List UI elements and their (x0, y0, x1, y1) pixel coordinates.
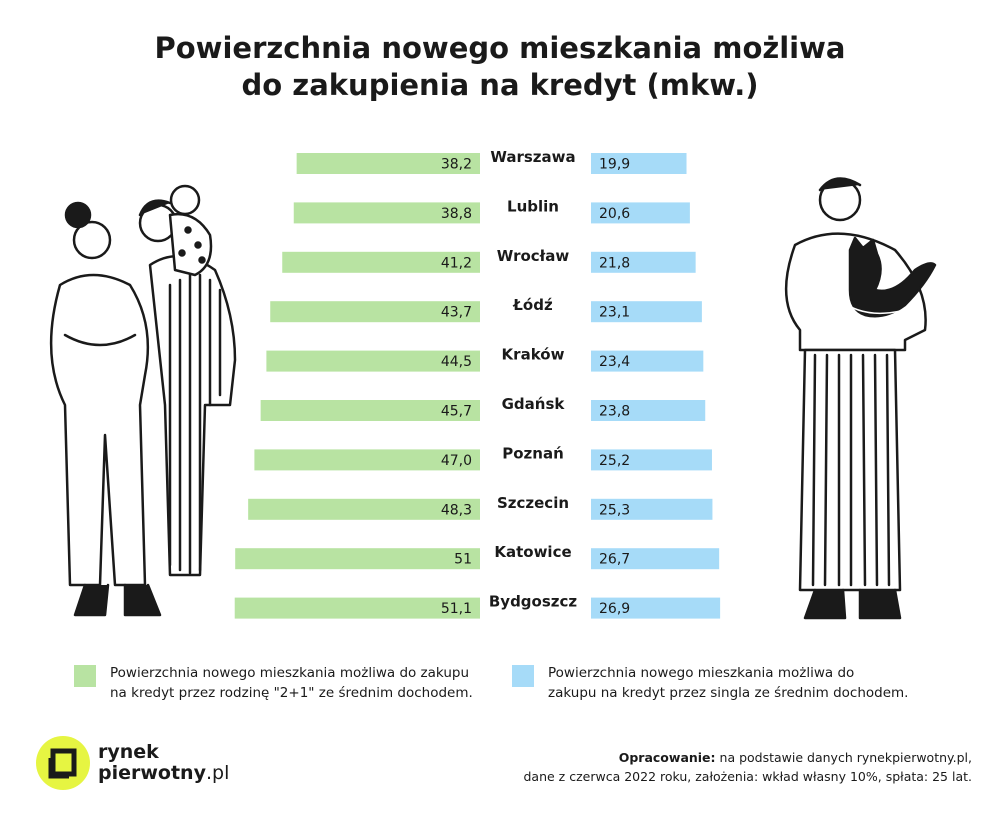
category-label: Łódź (512, 296, 553, 314)
bar-family (266, 350, 480, 372)
data-label-single: 25,2 (599, 453, 630, 469)
data-label-single: 26,7 (599, 552, 630, 568)
chart-title: Powierzchnia nowego mieszkania możliwa d… (0, 30, 1000, 104)
category-label: Poznań (502, 444, 564, 462)
diverging-bar-chart: 38,2 19,9 Warszawa 38,8 20,6 Lublin 41,2 21,8 Wr… (234, 148, 721, 619)
legend-label-family: Powierzchnia nowego mieszkania możliwa d… (110, 663, 473, 703)
legend-single-line-2: zakupu na kredyt przez singla ze średnim… (548, 685, 909, 701)
category-label: Kraków (502, 346, 565, 364)
bar-single (591, 400, 706, 421)
family-illustration (49, 184, 237, 617)
source-note: Opracowanie: na podstawie danych rynekpi… (524, 748, 973, 786)
data-label-single: 19,9 (599, 157, 630, 173)
data-label-single: 26,9 (599, 601, 630, 617)
bar-single (591, 449, 712, 471)
title-line-1: Powierzchnia nowego mieszkania możliwa (154, 31, 846, 65)
title-line-2: do zakupienia na kredyt (mkw.) (241, 68, 759, 102)
data-label-family: 51 (454, 552, 472, 568)
brand-logo: rynek pierwotny.pl (36, 736, 229, 790)
bar-single (591, 153, 687, 174)
source-label: Opracowanie: (618, 750, 716, 765)
category-label: Warszawa (490, 148, 575, 166)
category-label: Bydgoszcz (489, 593, 578, 611)
bar-family (296, 153, 480, 174)
logo-line-1: rynek (98, 741, 159, 763)
category-label: Gdańsk (502, 395, 566, 413)
bar-family (248, 498, 480, 520)
logo-line-2: pierwotny (98, 762, 206, 784)
data-label-family: 38,2 (441, 157, 472, 173)
person-with-cat-illustration (784, 177, 937, 620)
source-line-2: dane z czerwca 2022 roku, założenia: wkł… (523, 769, 973, 784)
legend-swatch-single (512, 665, 534, 687)
legend-family: Powierzchnia nowego mieszkania możliwa d… (74, 663, 473, 703)
category-label: Katowice (494, 543, 571, 561)
data-label-family: 48,3 (441, 502, 472, 518)
data-label-single: 23,1 (599, 305, 630, 321)
bar-single (591, 498, 713, 520)
bar-family (293, 202, 480, 224)
legend-label-single: Powierzchnia nowego mieszkania możliwa d… (548, 663, 908, 703)
legend-swatch-family (74, 665, 96, 687)
data-label-family: 38,8 (441, 206, 472, 222)
category-label: Lublin (507, 197, 559, 215)
data-label-family: 41,2 (441, 255, 472, 271)
data-label-family: 47,0 (441, 453, 472, 469)
data-label-family: 51,1 (441, 601, 472, 617)
legend-family-line-1: Powierzchnia nowego mieszkania możliwa d… (110, 665, 470, 681)
logo-wordmark: rynek pierwotny.pl (98, 742, 229, 784)
bar-family (235, 548, 480, 570)
legend-single: Powierzchnia nowego mieszkania możliwa d… (512, 663, 908, 703)
data-label-single: 23,4 (599, 354, 630, 370)
category-label: Szczecin (497, 494, 569, 512)
logo-domain: .pl (205, 762, 230, 784)
data-label-family: 44,5 (441, 354, 472, 370)
legend-family-line-2: na kredyt przez rodzinę "2+1" ze średnim… (110, 685, 473, 701)
legend-single-line-1: Powierzchnia nowego mieszkania możliwa d… (548, 665, 855, 681)
data-label-family: 45,7 (441, 404, 472, 420)
category-label: Wrocław (497, 247, 570, 265)
logo-square-icon (36, 736, 90, 790)
data-label-single: 23,8 (599, 404, 630, 420)
bar-single (591, 597, 721, 619)
bar-single (591, 251, 696, 273)
bar-single (591, 202, 690, 224)
data-label-family: 43,7 (441, 305, 472, 321)
bar-family (254, 449, 480, 471)
data-label-single: 20,6 (599, 206, 630, 222)
data-label-single: 21,8 (599, 255, 630, 271)
bar-family (260, 400, 480, 421)
bar-single (591, 350, 704, 372)
bar-family (234, 597, 480, 619)
source-line-1: na podstawie danych rynekpierwotny.pl, (715, 750, 972, 765)
bar-single (591, 548, 720, 570)
bar-family (270, 301, 480, 323)
data-label-single: 25,3 (599, 502, 630, 518)
bar-family (282, 251, 480, 273)
bar-single (591, 301, 702, 323)
